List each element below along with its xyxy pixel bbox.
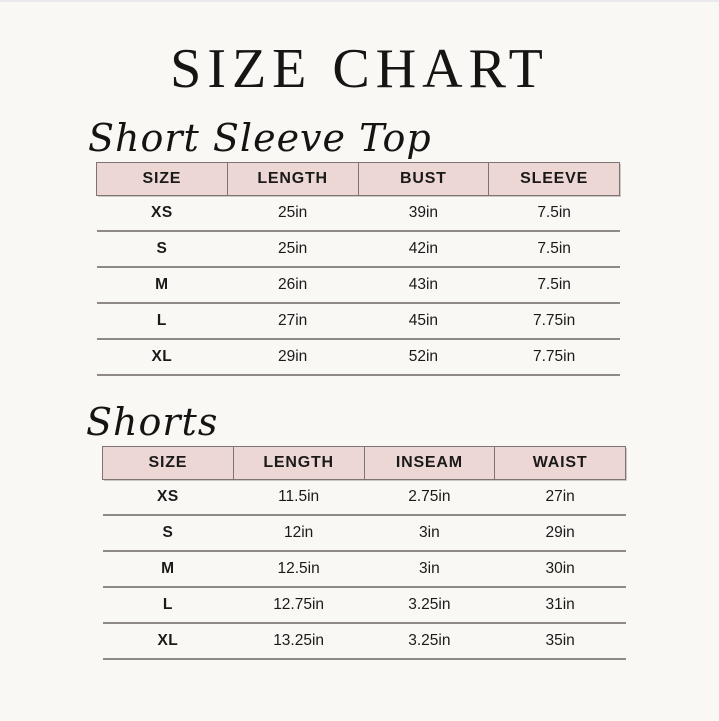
- table-row: L 27in 45in 7.75in: [96, 303, 620, 340]
- table-row: XL 29in 52in 7.75in: [96, 339, 620, 376]
- column-header-inseam: INSEAM: [363, 446, 496, 480]
- cell-size: S: [96, 231, 228, 268]
- cell-length: 27in: [227, 303, 358, 340]
- table-row: S 25in 42in 7.5in: [96, 231, 620, 268]
- column-header-waist: WAIST: [494, 446, 626, 480]
- cell-size: M: [96, 267, 228, 304]
- cell-size: XL: [102, 623, 234, 660]
- cell-length: 25in: [227, 231, 358, 268]
- cell-waist: 27in: [494, 479, 626, 516]
- table-row: S 12in 3in 29in: [102, 515, 626, 552]
- cell-waist: 35in: [494, 623, 626, 660]
- cell-bust: 52in: [358, 339, 489, 376]
- cell-inseam: 3in: [364, 551, 495, 588]
- table-row: L 12.75in 3.25in 31in: [102, 587, 626, 624]
- cell-inseam: 3in: [364, 515, 495, 552]
- table-row: XS 25in 39in 7.5in: [96, 195, 620, 232]
- cell-size: XS: [102, 479, 234, 516]
- cell-sleeve: 7.5in: [488, 267, 620, 304]
- page-title: SIZE CHART: [170, 38, 549, 100]
- column-header-size: SIZE: [102, 446, 234, 480]
- cell-bust: 42in: [358, 231, 489, 268]
- cell-size: S: [102, 515, 234, 552]
- cell-length: 26in: [227, 267, 358, 304]
- cell-bust: 45in: [358, 303, 489, 340]
- short-sleeve-top-size-table: SIZE LENGTH BUST SLEEVE XS 25in 39in 7.5…: [96, 162, 620, 376]
- column-header-sleeve: SLEEVE: [488, 162, 620, 196]
- cell-sleeve: 7.75in: [488, 303, 620, 340]
- cell-sleeve: 7.75in: [488, 339, 620, 376]
- cell-inseam: 2.75in: [364, 479, 495, 516]
- column-header-length: LENGTH: [226, 162, 359, 196]
- cell-bust: 43in: [358, 267, 489, 304]
- column-header-bust: BUST: [357, 162, 490, 196]
- table-row: XS 11.5in 2.75in 27in: [102, 479, 626, 516]
- cell-size: M: [102, 551, 234, 588]
- section-heading-short-sleeve-top: Short Sleeve Top: [88, 116, 432, 160]
- header-row: SIZE LENGTH INSEAM WAIST: [102, 446, 626, 480]
- cell-length: 29in: [227, 339, 358, 376]
- column-header-size: SIZE: [96, 162, 228, 196]
- cell-sleeve: 7.5in: [488, 231, 620, 268]
- cell-waist: 31in: [494, 587, 626, 624]
- cell-length: 11.5in: [233, 479, 364, 516]
- table-row: XL 13.25in 3.25in 35in: [102, 623, 626, 660]
- header-row: SIZE LENGTH BUST SLEEVE: [96, 162, 620, 196]
- cell-inseam: 3.25in: [364, 587, 495, 624]
- column-header-length: LENGTH: [232, 446, 365, 480]
- cell-length: 13.25in: [233, 623, 364, 660]
- section-heading-shorts: Shorts: [86, 400, 219, 444]
- cell-size: L: [96, 303, 228, 340]
- table-row: M 26in 43in 7.5in: [96, 267, 620, 304]
- shorts-size-table: SIZE LENGTH INSEAM WAIST XS 11.5in 2.75i…: [102, 446, 626, 660]
- cell-length: 12.75in: [233, 587, 364, 624]
- cell-inseam: 3.25in: [364, 623, 495, 660]
- cell-length: 12in: [233, 515, 364, 552]
- cell-length: 12.5in: [233, 551, 364, 588]
- cell-size: XL: [96, 339, 228, 376]
- cell-bust: 39in: [358, 195, 489, 232]
- cell-waist: 29in: [494, 515, 626, 552]
- cell-waist: 30in: [494, 551, 626, 588]
- table-row: M 12.5in 3in 30in: [102, 551, 626, 588]
- short-sleeve-top-section: Short Sleeve Top SIZE LENGTH BUST SLEEVE…: [0, 116, 719, 376]
- cell-length: 25in: [227, 195, 358, 232]
- cell-size: L: [102, 587, 234, 624]
- cell-sleeve: 7.5in: [488, 195, 620, 232]
- shorts-section: Shorts SIZE LENGTH INSEAM WAIST XS 11.5i…: [0, 400, 719, 660]
- cell-size: XS: [96, 195, 228, 232]
